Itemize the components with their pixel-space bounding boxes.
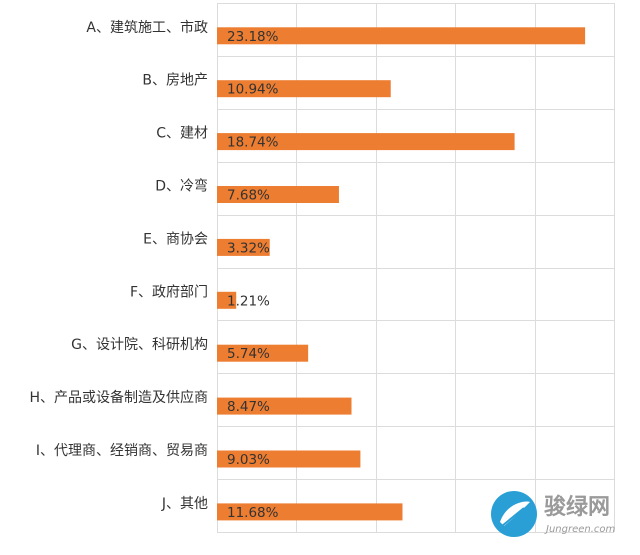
data-label: 8.47% — [227, 399, 270, 415]
bar — [217, 27, 586, 45]
bar — [217, 344, 309, 362]
category-label: F、政府部门 — [130, 284, 208, 300]
data-label: 10.94% — [227, 82, 279, 98]
category-label: D、冷弯 — [155, 177, 208, 194]
category-label: B、房地产 — [142, 73, 208, 89]
bar — [217, 133, 515, 151]
watermark-leaf-icon — [500, 501, 530, 526]
category-label: C、建材 — [156, 126, 208, 142]
value-labels: 23.18% 10.94% 18.74% 7.68% 3.32% 1.21% 5.74% 8.… — [227, 29, 279, 521]
category-label: H、产品或设备制造及供应商 — [29, 389, 208, 406]
category-label: A、建筑施工、市政 — [86, 19, 208, 36]
data-label: 5.74% — [227, 346, 270, 362]
category-label: G、设计院、科研机构 — [71, 337, 208, 353]
bars — [217, 27, 586, 521]
bar — [217, 397, 352, 415]
watermark: 骏绿网 Jungreen.com — [491, 491, 616, 537]
category-label: I、代理商、经销商、贸易商 — [36, 443, 208, 459]
bar — [217, 503, 403, 521]
data-label: 11.68% — [227, 505, 279, 521]
watermark-subtext: Jungreen.com — [544, 524, 616, 535]
category-labels: A、建筑施工、市政 B、房地产 C、建材 D、冷弯 E、商协会 F、政府部门 G、设计院、科… — [29, 19, 208, 512]
bar — [217, 238, 270, 256]
data-label: 9.03% — [227, 452, 270, 468]
data-label: 7.68% — [227, 187, 270, 203]
bar — [217, 80, 391, 98]
data-label: 23.18% — [227, 29, 279, 45]
data-label: 18.74% — [227, 135, 279, 151]
bar — [217, 185, 339, 203]
data-label: 1.21% — [227, 293, 270, 309]
data-label: 3.32% — [227, 240, 270, 256]
bar — [217, 291, 237, 309]
category-label: E、商协会 — [143, 231, 208, 247]
category-label: J、其他 — [161, 496, 208, 512]
bar — [217, 450, 361, 468]
watermark-text: 骏绿网 — [544, 494, 610, 520]
grid — [217, 3, 615, 533]
